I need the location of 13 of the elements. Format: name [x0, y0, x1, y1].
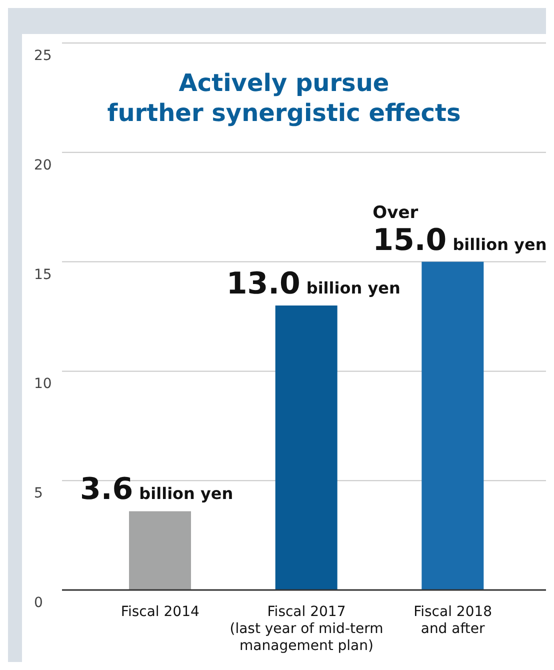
- y-tick-label: 15: [34, 266, 52, 283]
- text: Actively pursue further synergistic effects: [106, 68, 462, 128]
- x-tick-label: Fiscal 2014: [120, 604, 200, 620]
- y-tick-label: 25: [34, 48, 52, 64]
- data-label: Over 15.0 billion yen: [372, 202, 547, 258]
- y-tick-label: 20: [34, 157, 52, 174]
- data-label: 13.0 billion yen: [226, 266, 400, 302]
- data-label: 3.6 billion yen: [80, 472, 234, 508]
- x-tick-label: Fiscal 2017 (last year of mid-term management plan): [230, 604, 384, 654]
- y-tick-label: 5: [34, 486, 43, 502]
- y-tick-label: 10: [34, 376, 52, 392]
- x-tick-label: Fiscal 2018 and after: [414, 604, 492, 637]
- y-tick-label: 0: [34, 595, 43, 611]
